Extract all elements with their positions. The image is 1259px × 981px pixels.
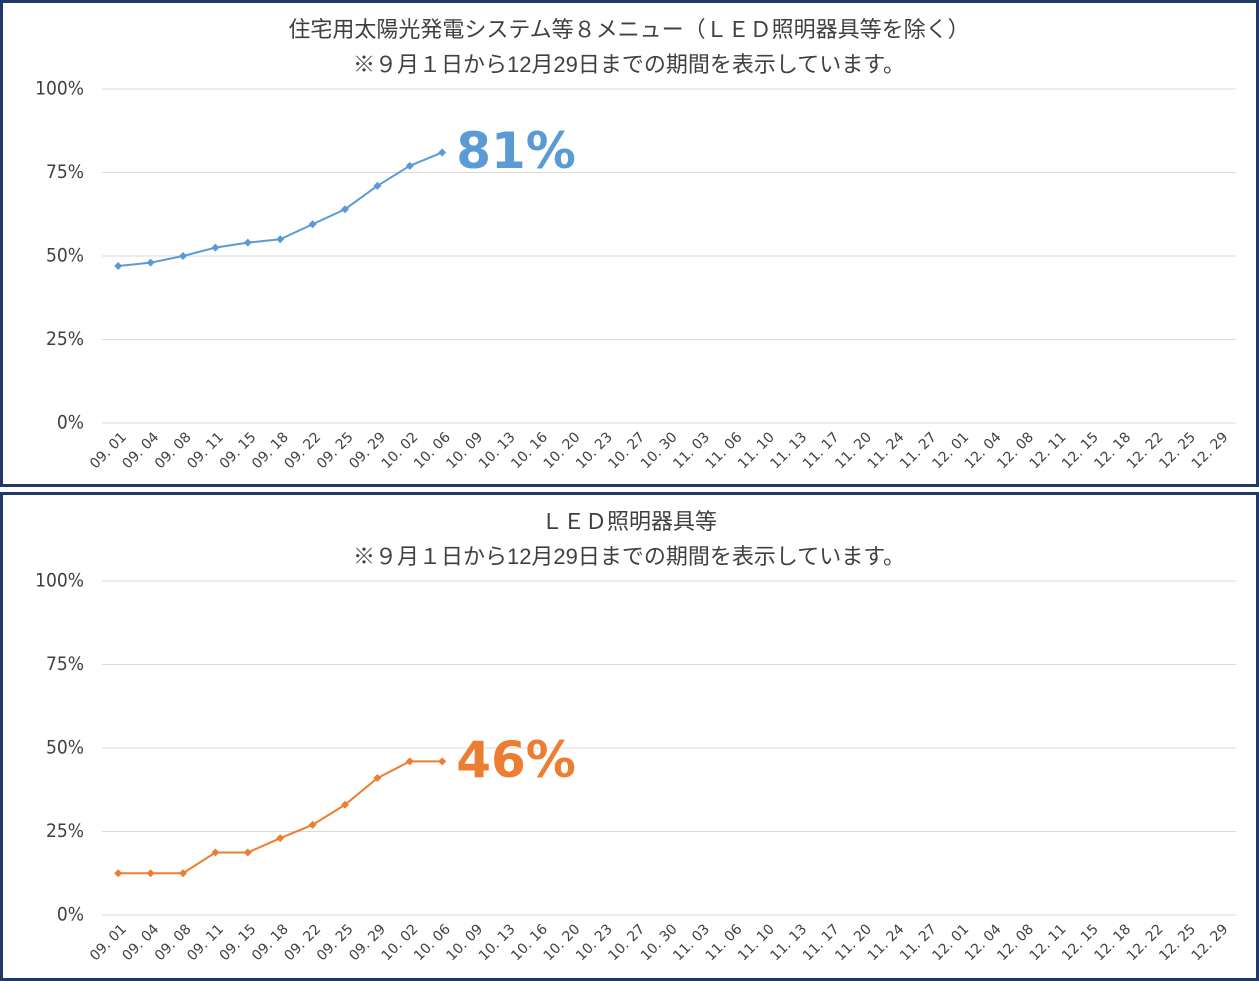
data-point <box>405 161 414 170</box>
data-point <box>114 869 123 878</box>
data-point <box>308 820 317 829</box>
y-tick-label: 25% <box>46 328 84 350</box>
chart-title: 住宅用太陽光発電システム等８メニュー（ＬＥＤ照明器具等を除く） <box>288 17 969 42</box>
data-point <box>243 238 252 247</box>
data-point <box>308 220 317 229</box>
data-point <box>438 148 447 157</box>
data-point <box>341 800 349 809</box>
panel-frame <box>0 0 1259 487</box>
data-point <box>211 848 220 857</box>
value-annotation: 46% <box>456 731 576 789</box>
data-point <box>211 243 220 252</box>
y-tick-label: 100% <box>35 78 84 100</box>
y-tick-label: 25% <box>46 820 84 842</box>
data-point <box>373 181 382 190</box>
data-point <box>179 252 187 260</box>
y-tick-label: 0% <box>57 412 84 434</box>
data-point <box>341 205 349 214</box>
chart-subtitle: ※９月１日から12月29日までの期間を表示しています。 <box>353 544 905 569</box>
y-tick-label: 0% <box>57 904 84 926</box>
y-tick-label: 100% <box>35 570 84 592</box>
data-point <box>276 834 285 843</box>
data-point <box>276 235 285 244</box>
data-point <box>438 757 447 766</box>
y-tick-label: 50% <box>46 737 84 759</box>
y-tick-label: 50% <box>46 245 84 267</box>
data-point <box>243 848 252 857</box>
data-point <box>114 262 123 271</box>
data-point <box>373 774 382 783</box>
chart-title: ＬＥＤ照明器具等 <box>541 509 717 534</box>
y-tick-label: 75% <box>46 161 84 183</box>
y-tick-label: 75% <box>46 653 84 675</box>
value-annotation: 81% <box>456 122 576 180</box>
panel-frame <box>0 492 1259 981</box>
data-point <box>146 258 155 267</box>
data-point <box>405 757 414 766</box>
chart-subtitle: ※９月１日から12月29日までの期間を表示しています。 <box>353 52 905 77</box>
data-point <box>179 869 187 878</box>
data-point <box>146 869 155 878</box>
